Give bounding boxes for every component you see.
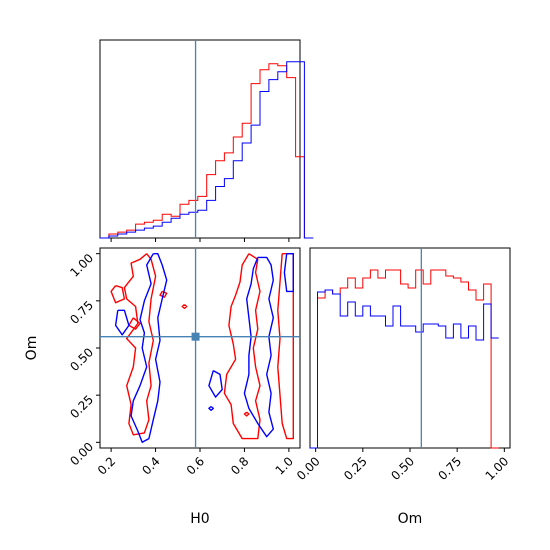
contour-red-1 [110, 285, 126, 304]
tick-label: 0.2 [95, 454, 118, 477]
panel-2d-contour: 0.2 0.4 0.6 0.8 1.0 0.00 0.25 0.50 0.75 1.00 [67, 247, 301, 478]
contour-blue-3 [208, 369, 223, 398]
tick-label: 0.8 [228, 454, 251, 477]
tick-label: 0.75 [436, 454, 465, 483]
tick-label: 0.4 [139, 454, 162, 477]
contour-blue-1 [114, 309, 130, 336]
histogram-h0-blue-series [100, 61, 314, 239]
tick-label: 1.00 [67, 251, 96, 280]
contour-blue-2 [243, 256, 274, 438]
contour-red-4 [223, 253, 261, 440]
x-axis-label-h0: H0 [190, 511, 209, 527]
panel-om-histogram-frame [309, 247, 511, 449]
truth-marker [191, 332, 200, 341]
histogram-om-red-series [310, 269, 499, 449]
histogram-om-plot [310, 248, 499, 449]
contour-plot [100, 248, 300, 448]
panel-h0-histogram-frame [99, 39, 301, 239]
tick-label: 0.00 [294, 454, 323, 483]
x-axis-h0: 0.2 0.4 0.6 0.8 1.0 [95, 448, 296, 478]
tick-label: 1.00 [483, 454, 512, 483]
panel-h0-histogram [99, 39, 314, 242]
tick-label: 0.50 [67, 345, 96, 374]
y-axis-label-om: Om [24, 336, 40, 361]
contour-blue-0 [130, 252, 168, 443]
contour-blue-5 [208, 405, 215, 411]
contour-red-2 [128, 317, 141, 330]
contour-red-3 [159, 290, 168, 298]
panel-om-histogram: 0.00 0.25 0.50 0.75 1.00 [294, 247, 511, 483]
histogram-h0-red-series [100, 63, 314, 239]
x-axis-label-om: Om [398, 511, 423, 527]
tick-label: 0.00 [67, 440, 96, 469]
x-axis-om: 0.00 0.25 0.50 0.75 1.00 [294, 448, 511, 483]
contour-red-7 [181, 304, 188, 310]
contour-red-6 [243, 411, 250, 417]
tick-label: 0.50 [388, 454, 417, 483]
tick-label: 1.0 [273, 454, 296, 477]
tick-label: 0.25 [67, 392, 96, 421]
histogram-om-blue-series [310, 289, 499, 449]
tick-label: 0.75 [67, 298, 96, 327]
contour-red-0 [123, 253, 157, 436]
histogram-h0-plot [100, 40, 314, 242]
y-axis-om: 0.00 0.25 0.50 0.75 1.00 [67, 251, 100, 468]
contour-red-5 [277, 252, 294, 440]
contour-blue-4 [283, 252, 294, 293]
tick-label: 0.6 [184, 454, 207, 477]
tick-label: 0.25 [341, 454, 370, 483]
